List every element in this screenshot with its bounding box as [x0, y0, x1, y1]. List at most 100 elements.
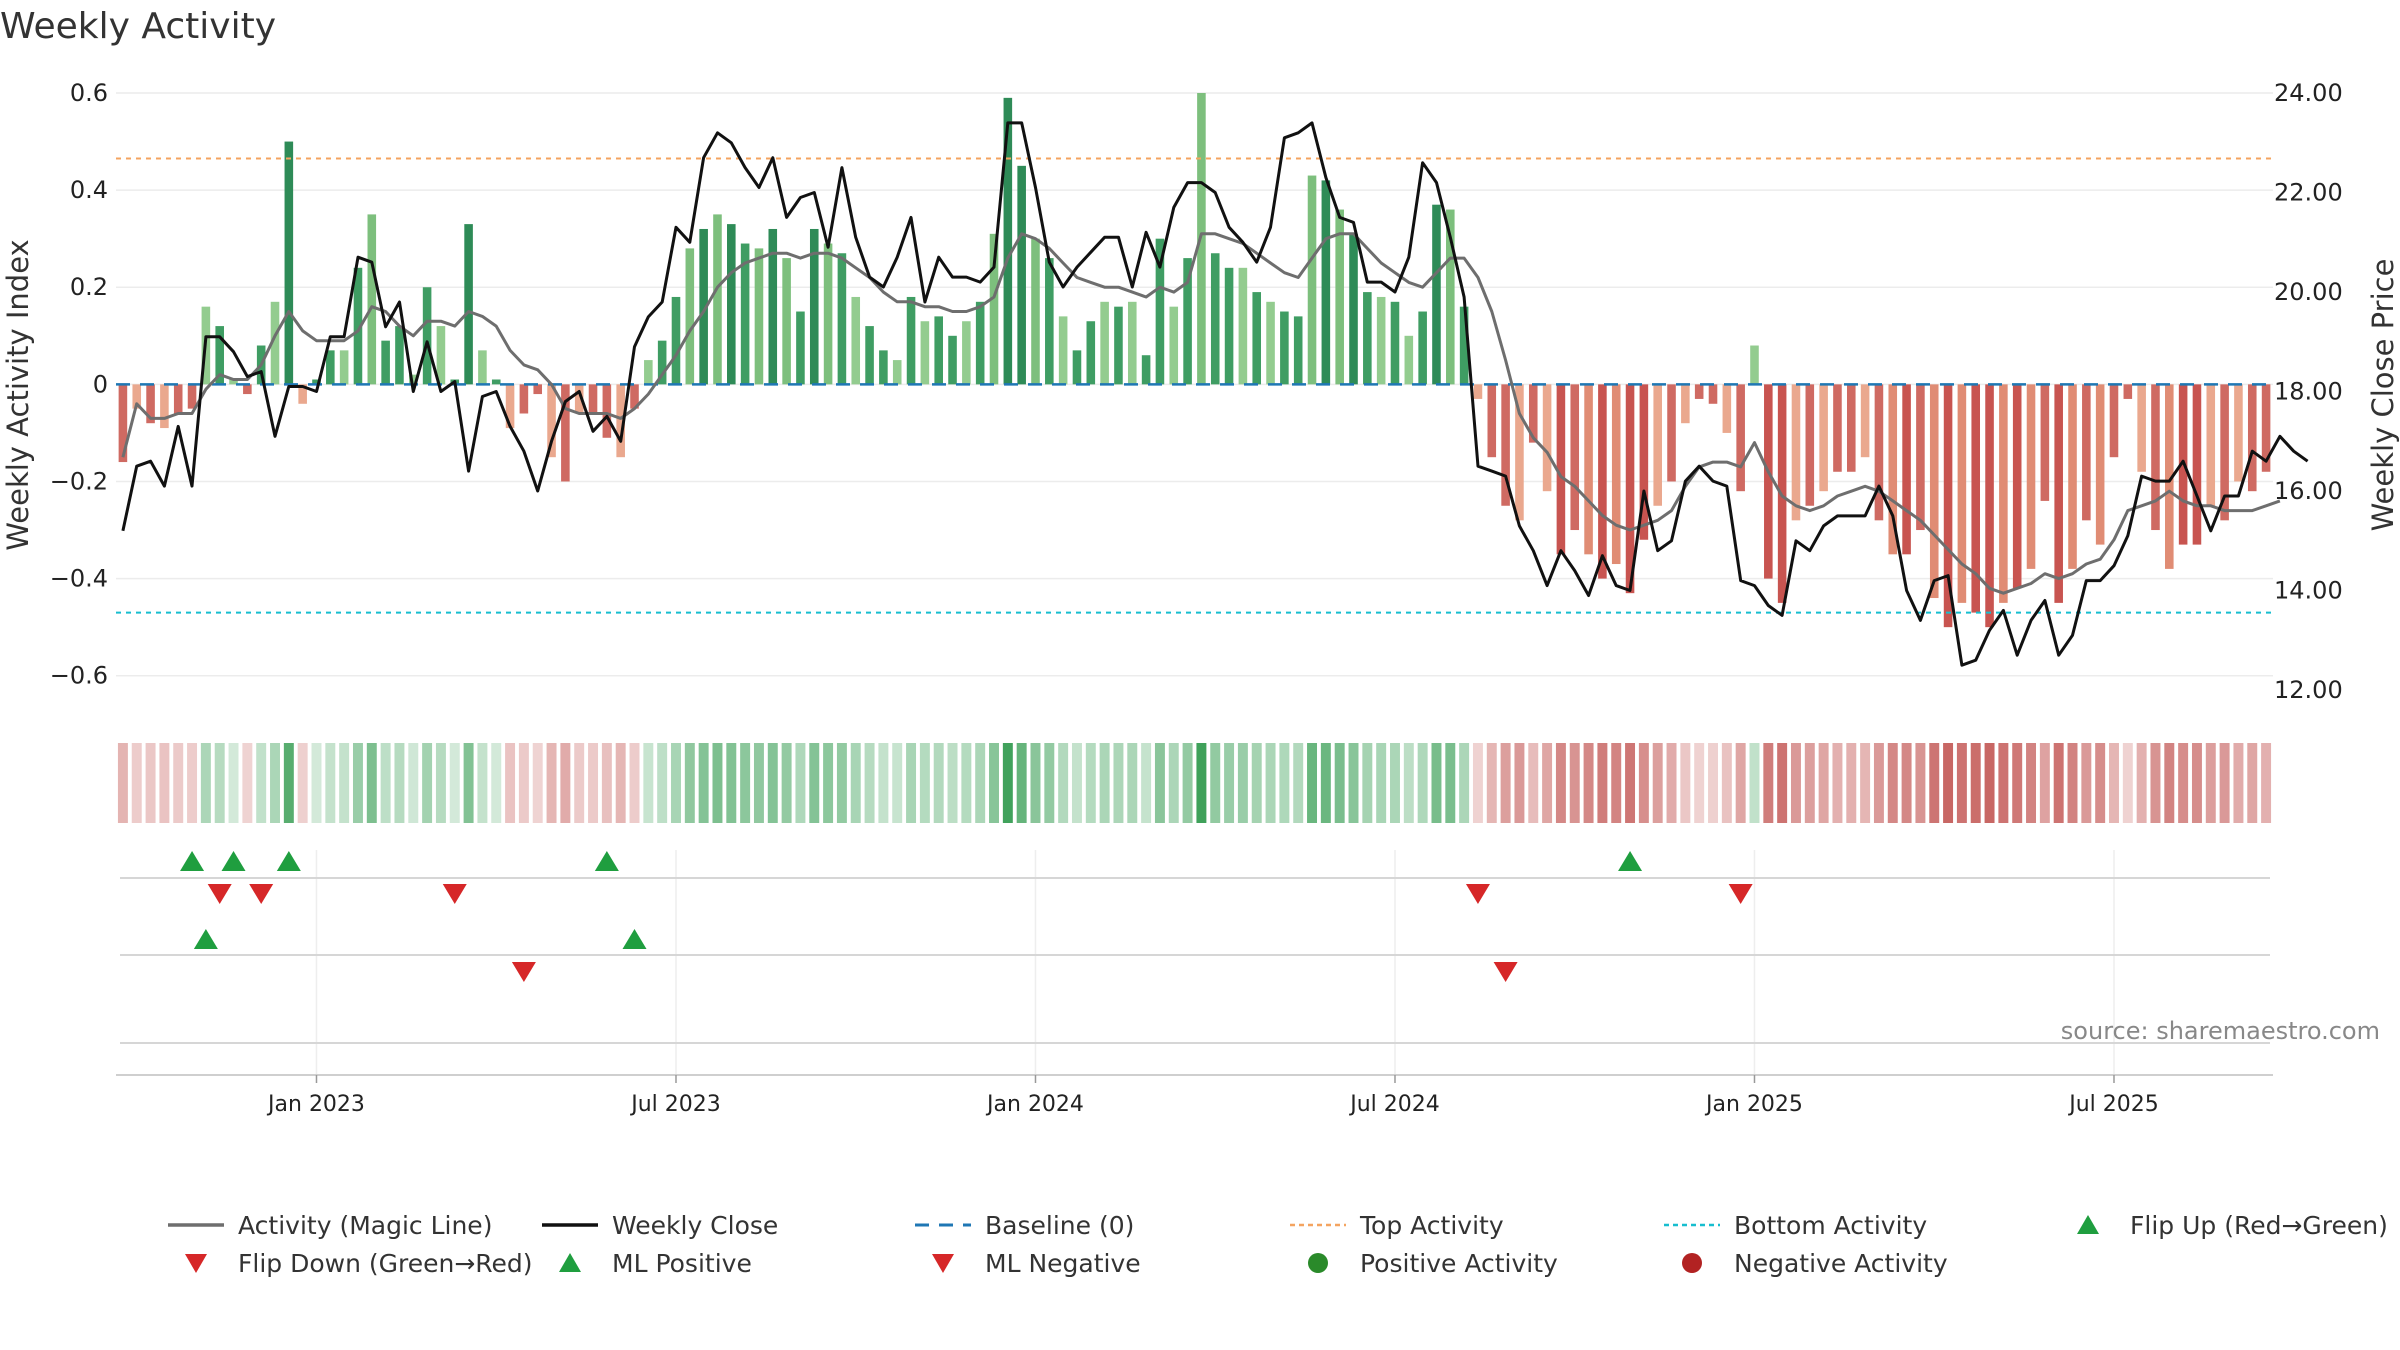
left-tick-label: −0.2: [50, 467, 108, 495]
activity-bar: [1127, 301, 1137, 385]
activity-bar: [865, 326, 874, 385]
legend-label-posact: Positive Activity: [1360, 1249, 1558, 1278]
activity-bar: [312, 379, 321, 385]
left-tick-label: 0.4: [70, 176, 108, 204]
right-tick-label: 22.00: [2274, 179, 2343, 207]
heat-cell: [1459, 743, 1470, 823]
heat-cell: [159, 743, 170, 823]
activity-bar: [1957, 384, 1967, 603]
activity-bar: [353, 267, 363, 385]
activity-bar: [1003, 97, 1013, 385]
activity-bar: [270, 301, 280, 385]
right-axis-label: Weekly Close Price: [2366, 259, 2400, 532]
activity-bar: [1667, 384, 1676, 482]
heat-cell: [1763, 743, 1774, 823]
activity-bar: [464, 224, 473, 385]
heat-cell: [1638, 743, 1649, 823]
heat-cell: [422, 743, 433, 823]
source-note: source: sharemaestro.com: [2061, 1017, 2380, 1045]
activity-bar: [1556, 384, 1566, 555]
flip-up-marker: [276, 851, 301, 871]
heat-cell: [919, 743, 930, 823]
activity-bar: [1390, 301, 1400, 385]
activity-bar: [754, 248, 764, 385]
legend: Activity (Magic Line) Weekly Close Baselin…: [168, 1211, 2388, 1278]
heat-cell: [1196, 743, 1207, 823]
heat-cell: [1887, 743, 1898, 823]
heat-cell: [740, 743, 751, 823]
heat-cell: [1141, 743, 1152, 823]
heat-cell: [117, 743, 128, 823]
right-axis-ticks: 24.00 22.00 20.00 18.00 16.00 14.00 12.00: [2274, 79, 2343, 704]
heat-cell: [2081, 743, 2092, 823]
heat-cell: [1777, 743, 1788, 823]
activity-bar: [685, 248, 695, 385]
right-tick-label: 16.00: [2274, 477, 2343, 505]
activity-bar: [1487, 384, 1497, 458]
heat-cell: [1417, 743, 1428, 823]
heat-cell: [270, 743, 280, 823]
heat-cell: [2233, 743, 2244, 823]
heat-cell: [1721, 743, 1732, 823]
activity-bar: [713, 214, 722, 385]
legend-swatch-mlpos: [559, 1253, 581, 1272]
activity-bar: [1418, 311, 1427, 385]
left-tick-label: −0.4: [50, 565, 108, 593]
legend-label-mlneg: ML Negative: [985, 1249, 1141, 1278]
heat-cell: [1915, 743, 1926, 823]
weekly-close-line: [121, 121, 2309, 667]
heat-cell: [2012, 743, 2023, 823]
heat-cell: [256, 743, 267, 823]
legend-label-flipdown: Flip Down (Green→Red): [238, 1249, 533, 1278]
activity-bar: [243, 384, 252, 395]
flip-up-marker: [1618, 851, 1643, 871]
heat-cell: [2026, 743, 2037, 823]
legend-label-top: Top Activity: [1359, 1211, 1504, 1240]
heat-cell: [532, 743, 543, 823]
activity-bar: [2137, 384, 2146, 472]
heat-cell: [187, 743, 198, 823]
activity-bar: [1584, 384, 1593, 555]
heat-cell: [1818, 743, 1829, 823]
activity-bar: [989, 233, 999, 385]
heat-cell: [671, 743, 681, 823]
right-tick-label: 24.00: [2274, 79, 2343, 107]
heat-cell: [1666, 743, 1677, 823]
activity-bar: [395, 326, 404, 385]
heat-cell: [1472, 743, 1483, 823]
activity-bar: [491, 379, 501, 385]
flip-down-marker: [249, 884, 274, 904]
heat-cell: [366, 743, 377, 823]
heat-cell: [435, 743, 446, 823]
heat-cell: [1486, 743, 1497, 823]
heat-cell: [809, 743, 820, 823]
legend-label-bottom: Bottom Activity: [1734, 1211, 1927, 1240]
heat-cell: [1099, 743, 1110, 823]
heat-cell: [1168, 743, 1179, 823]
activity-bar: [975, 301, 985, 385]
heat-cell: [961, 743, 972, 823]
activity-bar: [1473, 384, 1483, 399]
heat-cell: [684, 743, 695, 823]
activity-bar: [1846, 384, 1856, 472]
activity-bar: [2151, 384, 2160, 531]
activity-bar: [1224, 267, 1234, 385]
heat-cell: [933, 743, 944, 823]
heat-cell: [2067, 743, 2078, 823]
heat-cell: [698, 743, 709, 823]
heat-cell: [947, 743, 958, 823]
activity-bar: [782, 258, 791, 385]
left-axis-label: Weekly Activity Index: [1, 239, 35, 550]
heat-cell: [2219, 743, 2230, 823]
activity-bar: [1805, 384, 1815, 506]
activity-bar: [1750, 345, 1759, 385]
activity-bar: [1446, 209, 1455, 385]
activity-bar: [2192, 384, 2202, 545]
activity-bar: [1681, 384, 1690, 424]
activity-bar: [1252, 292, 1262, 385]
heat-cell: [823, 743, 834, 823]
heat-cell: [1085, 743, 1096, 823]
activity-bar: [1363, 292, 1372, 385]
heat-cell: [1265, 743, 1276, 823]
